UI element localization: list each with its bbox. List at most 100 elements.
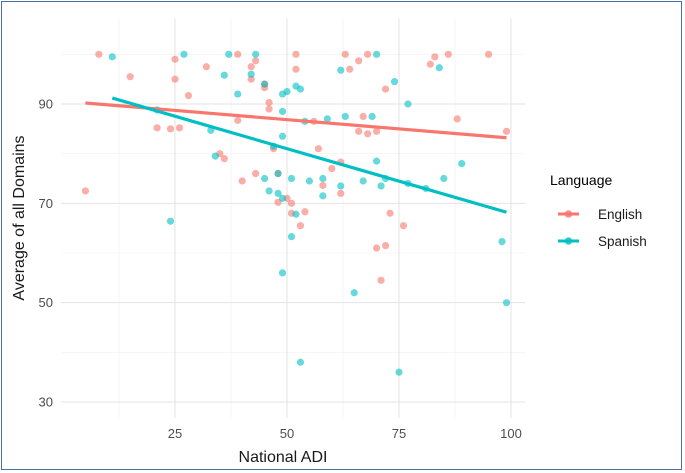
data-point	[314, 145, 322, 153]
data-point	[252, 50, 260, 58]
data-point	[252, 57, 260, 65]
data-point	[337, 182, 345, 190]
data-point	[238, 177, 246, 185]
data-point	[355, 57, 363, 65]
data-point	[261, 80, 269, 88]
data-point	[350, 289, 358, 297]
legend: Language English Spanish	[550, 172, 647, 249]
legend-item-english: English	[558, 207, 642, 222]
data-point	[292, 210, 300, 218]
x-tick-label: 50	[280, 426, 294, 441]
data-point	[247, 70, 255, 78]
x-tick-label: 25	[168, 426, 182, 441]
data-point	[426, 60, 434, 68]
data-point	[404, 100, 412, 108]
data-point	[171, 75, 179, 83]
y-axis-ticks: 30 50 70 90	[39, 97, 53, 410]
x-axis-ticks: 25 50 75 100	[168, 426, 522, 441]
legend-items: English Spanish	[558, 207, 647, 249]
data-point	[287, 174, 296, 183]
data-point	[341, 50, 349, 58]
data-point	[225, 50, 233, 58]
data-point	[211, 152, 219, 160]
data-point	[377, 276, 385, 284]
data-point	[247, 63, 255, 71]
x-tick-label: 75	[392, 426, 406, 441]
data-point	[292, 50, 300, 58]
data-point	[283, 87, 291, 96]
data-point	[373, 157, 381, 165]
data-point	[337, 66, 345, 74]
data-point	[274, 189, 282, 197]
data-point	[296, 358, 305, 366]
data-point	[126, 73, 134, 81]
data-point	[319, 181, 327, 190]
data-point	[328, 164, 336, 173]
data-point	[319, 192, 327, 200]
series-spanish-points	[108, 50, 511, 376]
x-tick-label: 100	[500, 426, 522, 441]
data-point	[368, 112, 376, 121]
legend-key-point	[564, 237, 573, 245]
data-point	[381, 241, 390, 250]
legend-item-spanish: Spanish	[558, 234, 647, 249]
data-point	[399, 222, 408, 230]
data-point	[364, 130, 372, 138]
data-points	[81, 50, 511, 376]
y-axis-title: Average of all Domains	[11, 135, 28, 300]
data-point	[180, 50, 188, 58]
data-point	[386, 209, 394, 217]
data-point	[373, 244, 381, 252]
data-point	[166, 217, 175, 225]
data-point	[296, 222, 305, 230]
y-tick-label: 50	[39, 295, 53, 310]
data-point	[485, 50, 493, 58]
data-point	[395, 368, 403, 376]
data-point	[265, 98, 273, 107]
data-point	[502, 127, 511, 135]
data-point	[287, 199, 296, 207]
data-point	[220, 71, 228, 79]
y-tick-label: 90	[39, 97, 53, 112]
data-point	[502, 299, 511, 307]
data-point	[341, 112, 349, 121]
data-point	[234, 50, 242, 58]
data-point	[171, 55, 179, 63]
data-point	[287, 233, 296, 241]
data-point	[247, 75, 255, 83]
data-point	[390, 78, 399, 86]
legend-key-point	[564, 210, 573, 218]
data-point	[202, 63, 210, 71]
data-point	[377, 182, 385, 190]
data-point	[435, 64, 443, 72]
data-point	[305, 177, 313, 185]
data-point	[301, 208, 309, 216]
data-point	[444, 50, 452, 58]
data-point	[373, 50, 381, 58]
data-point	[364, 50, 372, 58]
data-point	[175, 124, 184, 132]
data-point	[323, 115, 331, 123]
data-point	[274, 169, 282, 178]
trend-lines	[85, 96, 507, 214]
data-point	[440, 174, 448, 183]
data-point	[431, 53, 439, 61]
data-point	[453, 115, 461, 123]
data-point	[359, 112, 367, 121]
data-point	[265, 187, 273, 195]
data-point	[108, 53, 116, 61]
series-english-points	[81, 50, 511, 284]
data-point	[278, 194, 287, 202]
data-point	[296, 85, 305, 93]
legend-label: English	[598, 207, 642, 222]
data-point	[498, 237, 506, 246]
data-point	[278, 269, 287, 277]
data-point	[292, 65, 300, 73]
data-point	[95, 50, 103, 58]
y-tick-label: 30	[39, 395, 53, 410]
data-point	[346, 65, 354, 73]
data-point	[337, 189, 345, 197]
data-point	[184, 91, 193, 100]
data-point	[359, 177, 367, 185]
